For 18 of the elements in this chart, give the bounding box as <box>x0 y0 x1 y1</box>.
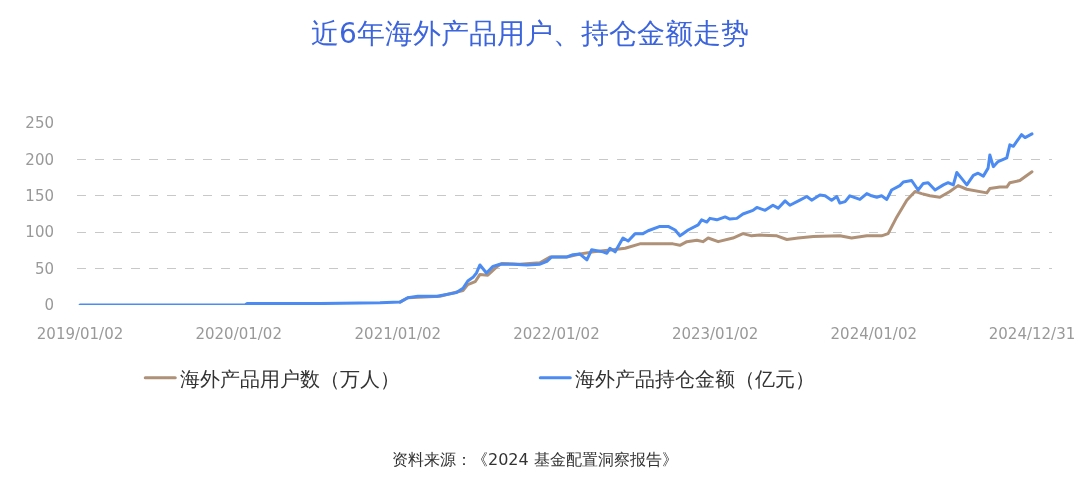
legend-label: 海外产品持仓金额（亿元） <box>575 366 816 391</box>
x-tick-label: 2019/01/02 <box>36 325 124 343</box>
y-tick-label: 0 <box>44 296 54 315</box>
y-tick-label: 150 <box>25 187 54 206</box>
x-tick-label: 2024/12/31 <box>988 325 1076 343</box>
x-tick-label: 2023/01/02 <box>671 325 759 343</box>
text: 资料来源：《2024 基金配置洞察报告》 <box>392 450 678 469</box>
y-tick-label: 200 <box>25 150 54 169</box>
y-tick-label: 250 <box>25 114 54 133</box>
legend-label: 海外产品用户数（万人） <box>180 366 401 391</box>
x-tick-label: 2020/01/02 <box>195 325 282 343</box>
line-series <box>78 132 1034 305</box>
x-tick-label: 2021/01/02 <box>354 325 442 343</box>
y-tick-label: 100 <box>25 223 54 242</box>
y-tick-label: 50 <box>34 259 54 278</box>
x-tick-label: 2022/01/02 <box>513 325 600 343</box>
chart-title: 近6年海外产品用户、持仓金额走势 <box>311 16 749 50</box>
x-tick-label: 2024/01/02 <box>830 325 918 343</box>
